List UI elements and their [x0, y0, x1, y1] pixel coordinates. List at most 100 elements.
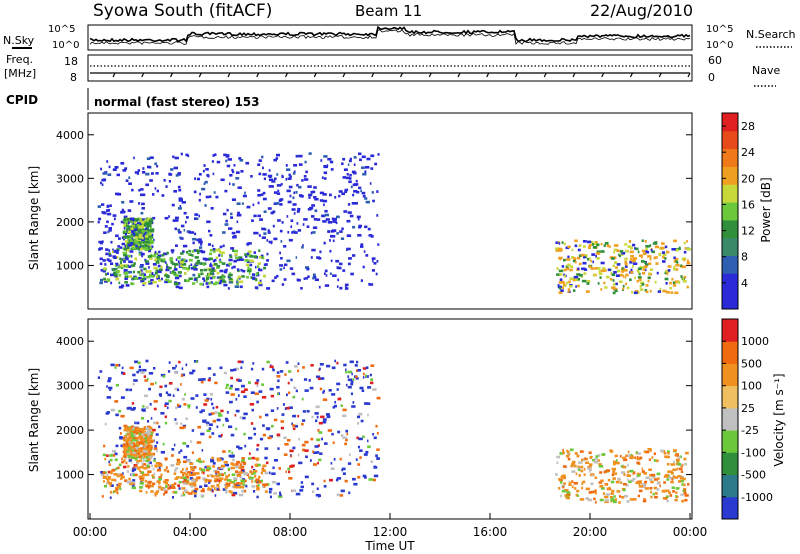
- echo-cell: [228, 490, 232, 493]
- echo-cell: [116, 263, 119, 266]
- echo-cell: [139, 441, 144, 445]
- echo-cell: [612, 279, 615, 282]
- echo-cell: [244, 259, 249, 262]
- echo-cell: [166, 275, 169, 278]
- echo-cell: [330, 467, 335, 470]
- echo-cell: [257, 265, 260, 268]
- echo-cell: [134, 236, 138, 239]
- echo-cell: [642, 268, 646, 271]
- echo-cell: [571, 248, 574, 252]
- echo-cell: [193, 484, 197, 487]
- echo-cell: [288, 370, 292, 373]
- echo-cell: [108, 481, 113, 485]
- echo-cell: [295, 154, 299, 158]
- echo-cell: [340, 237, 345, 240]
- echo-cell: [182, 263, 187, 266]
- echo-cell: [100, 167, 102, 171]
- echo-cell: [219, 251, 222, 254]
- echo-cell: [669, 286, 672, 290]
- echo-cell: [615, 498, 618, 501]
- echo-cell: [591, 253, 596, 256]
- echo-cell: [374, 162, 378, 166]
- echo-cell: [625, 273, 629, 277]
- echo-cell: [236, 213, 241, 217]
- echo-cell: [270, 409, 275, 412]
- echo-cell: [556, 461, 559, 464]
- echo-cell: [208, 481, 211, 484]
- echo-cell: [303, 175, 307, 178]
- echo-cell: [162, 442, 165, 446]
- freq-label-2: [MHz]: [4, 67, 36, 80]
- echo-cell: [235, 177, 240, 180]
- echo-cell: [196, 280, 199, 283]
- echo-cell: [98, 248, 101, 251]
- echo-cell: [230, 393, 235, 396]
- echo-cell: [203, 182, 206, 185]
- echo-cell: [245, 275, 249, 279]
- echo-cell: [174, 371, 178, 374]
- echo-cell: [287, 381, 290, 385]
- echo-cell: [344, 287, 349, 290]
- echo-cell: [123, 260, 126, 263]
- echo-cell: [249, 403, 255, 406]
- echo-cell: [229, 255, 233, 258]
- echo-cell: [190, 468, 195, 471]
- echo-cell: [634, 276, 636, 280]
- echo-cell: [129, 200, 134, 203]
- echo-cell: [682, 489, 686, 493]
- echo-cell: [683, 250, 687, 254]
- echo-cell: [598, 272, 603, 275]
- echo-cell: [590, 241, 594, 244]
- echo-cell: [115, 267, 118, 271]
- echo-cell: [625, 282, 627, 286]
- echo-cell: [601, 487, 605, 490]
- echo-cell: [115, 383, 119, 387]
- echo-cell: [338, 194, 341, 198]
- echo-cell: [675, 495, 679, 499]
- echo-cell: [145, 237, 150, 240]
- echo-cell: [104, 263, 107, 266]
- echo-cell: [144, 219, 148, 222]
- echo-cell: [297, 362, 300, 365]
- echo-cell: [669, 494, 673, 497]
- echo-cell: [284, 443, 289, 446]
- echo-cell: [233, 164, 236, 167]
- echo-cell: [680, 264, 683, 267]
- echo-cell: [243, 395, 247, 398]
- echo-cell: [569, 448, 574, 452]
- echo-cell: [127, 427, 130, 430]
- echo-cell: [364, 170, 367, 173]
- echo-cell: [362, 265, 365, 269]
- echo-cell: [192, 282, 196, 285]
- echo-cell: [254, 231, 259, 235]
- echo-cell: [135, 429, 139, 433]
- echo-cell: [313, 186, 317, 189]
- echo-cell: [149, 440, 153, 444]
- echo-cell: [150, 484, 154, 488]
- x-tick-label: 20:00: [573, 525, 608, 539]
- echo-cell: [120, 477, 123, 481]
- echo-cell: [149, 229, 155, 233]
- echo-cell: [297, 278, 301, 282]
- echo-cell: [104, 225, 108, 228]
- echo-cell: [273, 158, 277, 162]
- echo-cell: [335, 259, 340, 263]
- echo-cell: [300, 481, 304, 484]
- echo-cell: [186, 471, 192, 474]
- echo-cell: [132, 484, 135, 487]
- echo-cell: [323, 155, 328, 158]
- echo-cell: [170, 271, 175, 275]
- echo-cell: [149, 446, 151, 449]
- echo-cell: [213, 282, 217, 286]
- echo-cell: [342, 176, 346, 179]
- echo-cell: [340, 404, 343, 407]
- echo-cell: [257, 463, 261, 467]
- echo-cell: [292, 414, 297, 418]
- echo-cell: [224, 486, 228, 490]
- echo-cell: [107, 173, 112, 176]
- echo-cell: [642, 485, 646, 489]
- echo-cell: [195, 261, 200, 265]
- echo-cell: [356, 369, 359, 372]
- echo-cell: [109, 458, 113, 462]
- echo-cell: [126, 433, 131, 436]
